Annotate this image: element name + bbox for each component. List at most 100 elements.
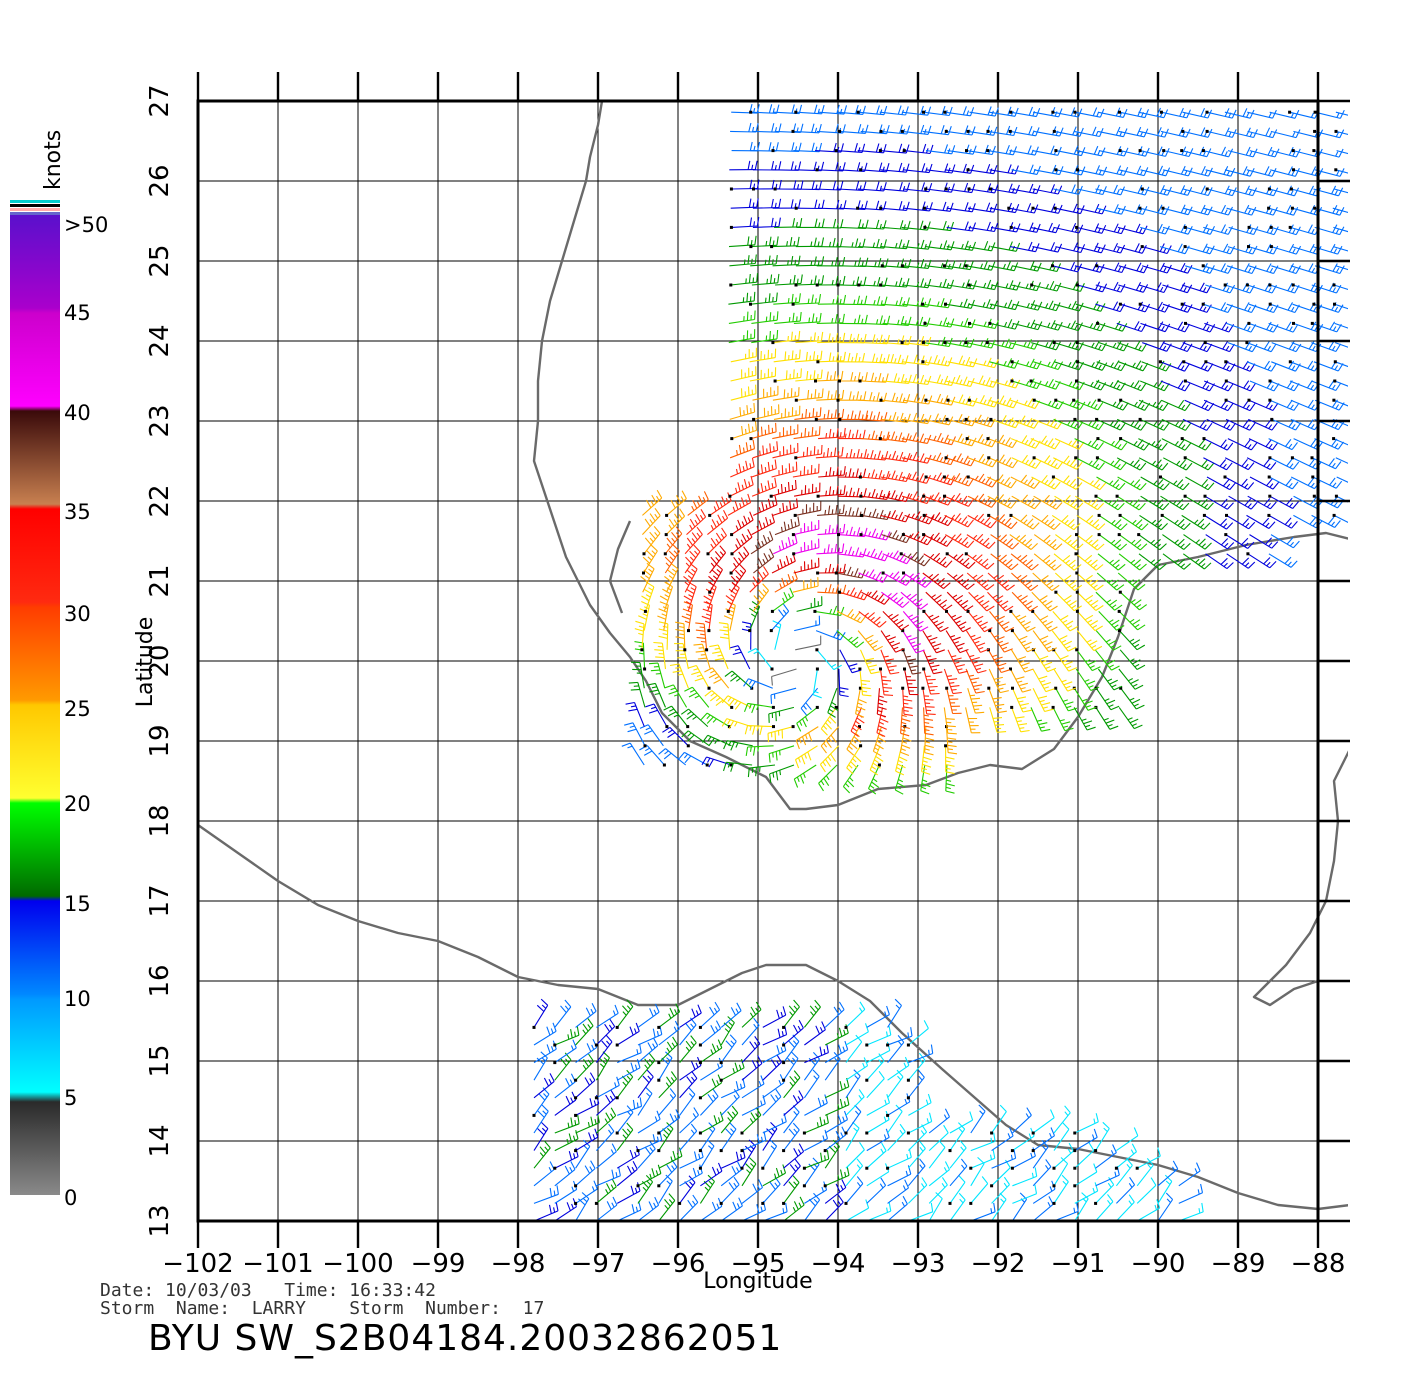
wind-barb — [967, 474, 998, 487]
wind-barb — [1094, 1122, 1109, 1152]
wind-barb — [1271, 361, 1300, 371]
wind-barb — [688, 491, 709, 515]
wind-barb — [825, 1002, 844, 1028]
wind-barb — [929, 1125, 948, 1150]
wind-barb — [882, 572, 912, 586]
wind-barb — [943, 106, 973, 116]
gulf-coastline — [534, 101, 1358, 809]
wind-barb — [1333, 244, 1362, 254]
wind-barb — [845, 1177, 863, 1205]
wind-barb — [1227, 322, 1256, 332]
lon-tick-label: −90 — [1131, 1249, 1186, 1279]
wind-barb — [886, 1196, 907, 1222]
wind-barb — [1051, 262, 1082, 272]
y-axis-label: Latitude — [133, 617, 158, 708]
wind-barb — [794, 407, 821, 419]
wind-barb — [971, 1157, 984, 1185]
wind-barb — [1228, 244, 1257, 254]
wind-barb — [1094, 706, 1118, 729]
wind-barb — [721, 1162, 741, 1186]
wind-barb — [865, 1143, 886, 1170]
wind-barb — [967, 610, 993, 632]
wind-barb — [1335, 322, 1364, 332]
wind-barb — [752, 460, 777, 477]
wind-barb — [843, 765, 858, 793]
wind-barb — [1010, 416, 1039, 429]
wind-barb — [728, 476, 753, 498]
wind-barb — [1097, 573, 1124, 590]
wind-barb — [763, 1113, 787, 1133]
yucatan-east-coastline — [1254, 717, 1358, 1005]
wind-barb — [881, 650, 899, 674]
wind-barb — [860, 529, 891, 540]
wind-barb — [926, 592, 952, 610]
wind-barb — [922, 668, 939, 695]
wind-barb — [1268, 399, 1299, 411]
wind-barb — [638, 1142, 655, 1169]
storm-info-line: Storm Name: LARRY Storm Number: 17 — [100, 1298, 544, 1319]
wind-barb — [801, 688, 818, 715]
wind-barb — [1247, 458, 1276, 470]
wind-barb — [1075, 439, 1104, 450]
wind-barb — [1012, 1193, 1026, 1221]
wind-barb — [858, 668, 871, 696]
wind-barb — [1270, 167, 1299, 177]
wind-barb — [971, 1105, 985, 1133]
wind-barb — [616, 1023, 640, 1047]
wind-barb — [725, 671, 753, 690]
wind-barb — [923, 650, 942, 674]
wind-barb — [1224, 476, 1254, 490]
wind-barb — [1270, 418, 1301, 430]
wind-barb — [1161, 514, 1191, 530]
lon-tick-label: −94 — [811, 1249, 866, 1279]
lagoon-outline — [610, 521, 630, 613]
wind-barb — [1075, 380, 1106, 391]
wind-barb — [879, 668, 893, 696]
wind-barb — [967, 534, 995, 548]
wind-barb — [1159, 476, 1189, 490]
wind-barb — [1010, 514, 1040, 529]
wind-barb — [945, 610, 971, 632]
wind-barb — [968, 454, 997, 467]
wind-barb — [1075, 262, 1104, 272]
wind-barb — [708, 493, 731, 517]
wind-barb — [638, 1004, 659, 1027]
wind-barb — [753, 549, 773, 573]
wind-barb — [1115, 1195, 1134, 1223]
wind-barb — [1118, 629, 1145, 650]
wind-barb — [1011, 379, 1042, 389]
wind-barb — [595, 1077, 619, 1100]
x-axis-label: Longitude — [703, 1269, 812, 1294]
wind-barb — [945, 687, 961, 714]
wind-barb — [660, 582, 672, 611]
wind-barb — [1292, 341, 1321, 351]
wind-barb — [1225, 166, 1254, 176]
wind-barb — [1137, 1199, 1160, 1221]
wind-barb — [990, 611, 1014, 631]
wind-barb — [881, 451, 910, 462]
wind-barb — [642, 490, 661, 515]
wind-barb — [720, 1123, 736, 1152]
wind-barb — [1034, 495, 1063, 509]
wind-barb — [753, 441, 778, 458]
wind-barb — [768, 725, 795, 742]
wind-barb — [679, 752, 709, 766]
wind-barb — [782, 1123, 799, 1152]
wind-barb — [664, 563, 678, 592]
wind-barb — [818, 295, 846, 304]
wind-barb — [576, 1039, 597, 1062]
wind-barb — [966, 707, 981, 732]
wind-barb — [1033, 669, 1055, 692]
wind-barb — [988, 573, 1015, 590]
wind-barb — [763, 1165, 786, 1186]
wind-barb — [770, 765, 794, 783]
wind-barb — [730, 458, 754, 477]
wind-barb — [1099, 611, 1125, 630]
wind-barb — [742, 1036, 760, 1062]
wind-barb — [867, 1163, 889, 1185]
wind-barb — [742, 1095, 765, 1115]
wind-barb — [534, 1122, 548, 1150]
wind-barb — [1181, 437, 1211, 450]
wind-barb — [665, 509, 685, 536]
